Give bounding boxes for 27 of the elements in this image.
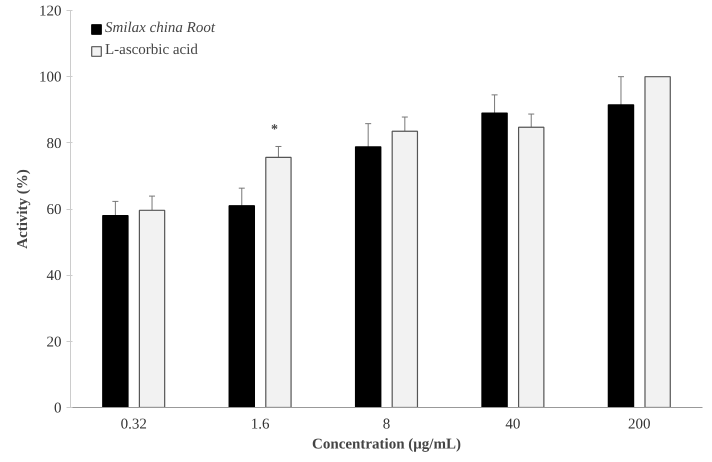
y-tick-label: 120 [39, 4, 62, 20]
bar [392, 130, 418, 408]
y-tick-label: 20 [46, 334, 62, 350]
x-axis-title: Concentration (μg/mL) [312, 436, 461, 452]
x-tick-label: 8 [382, 416, 390, 432]
y-tick-label: 40 [46, 268, 62, 284]
bar [644, 76, 671, 408]
legend-label: L-ascorbic acid [105, 42, 198, 59]
bar [354, 146, 382, 408]
x-tick-label: 200 [628, 416, 651, 432]
y-tick-label: 60 [46, 202, 62, 218]
y-tick-label: 100 [39, 70, 62, 86]
annotation: * [271, 122, 278, 138]
bar [481, 112, 508, 408]
bar [102, 215, 129, 408]
y-axis-title: Activity (%) [15, 169, 31, 249]
x-tick-label: 1.6 [250, 416, 270, 432]
y-tick-label: 80 [46, 136, 62, 152]
bar [138, 210, 166, 408]
legend-label: Smilax china Root [105, 20, 215, 37]
y-tick-label: 0 [54, 400, 62, 416]
bar [265, 156, 292, 408]
x-tick-label: 40 [505, 416, 520, 432]
x-tick-label: 0.32 [120, 416, 147, 432]
bar [518, 126, 544, 408]
bar [608, 104, 634, 408]
bar [228, 205, 256, 408]
